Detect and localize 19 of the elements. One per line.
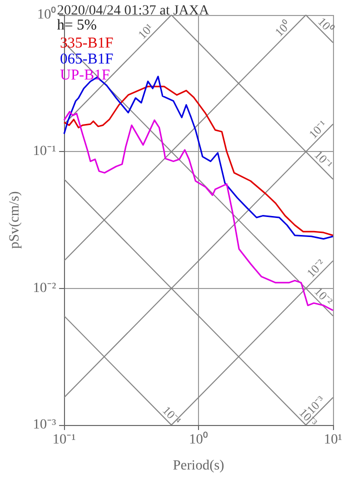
- annotation: 10⁰: [272, 18, 294, 40]
- annotation: 10⁰: [315, 14, 336, 36]
- annotation: 10⁻²: [304, 256, 328, 280]
- x-tick-label: 10⁰: [189, 432, 208, 448]
- y-tick-label: 10⁻²: [32, 280, 56, 296]
- y-axis-title: pSv(cm/s): [8, 190, 22, 249]
- chart-title: 2020/04/24 01:37 at JAXA: [57, 4, 210, 18]
- x-tick-label: 10⁻¹: [52, 432, 76, 448]
- annotation: 10⁻²: [312, 284, 336, 308]
- y-tick-label: 10⁰: [37, 6, 56, 22]
- annotation: 10⁻¹: [306, 117, 330, 142]
- text: 335-B1F: [60, 36, 114, 52]
- x-tick-label: 10¹: [324, 432, 342, 448]
- y-tick-label: 10⁻¹: [32, 144, 56, 160]
- x-axis-title: Period(s): [172, 458, 225, 474]
- annotation: 10⁻¹: [312, 148, 336, 172]
- y-tick-label: 10⁻³: [32, 418, 56, 432]
- annotation: 10⁻⁴: [160, 403, 184, 428]
- annotation: 10¹: [135, 20, 156, 42]
